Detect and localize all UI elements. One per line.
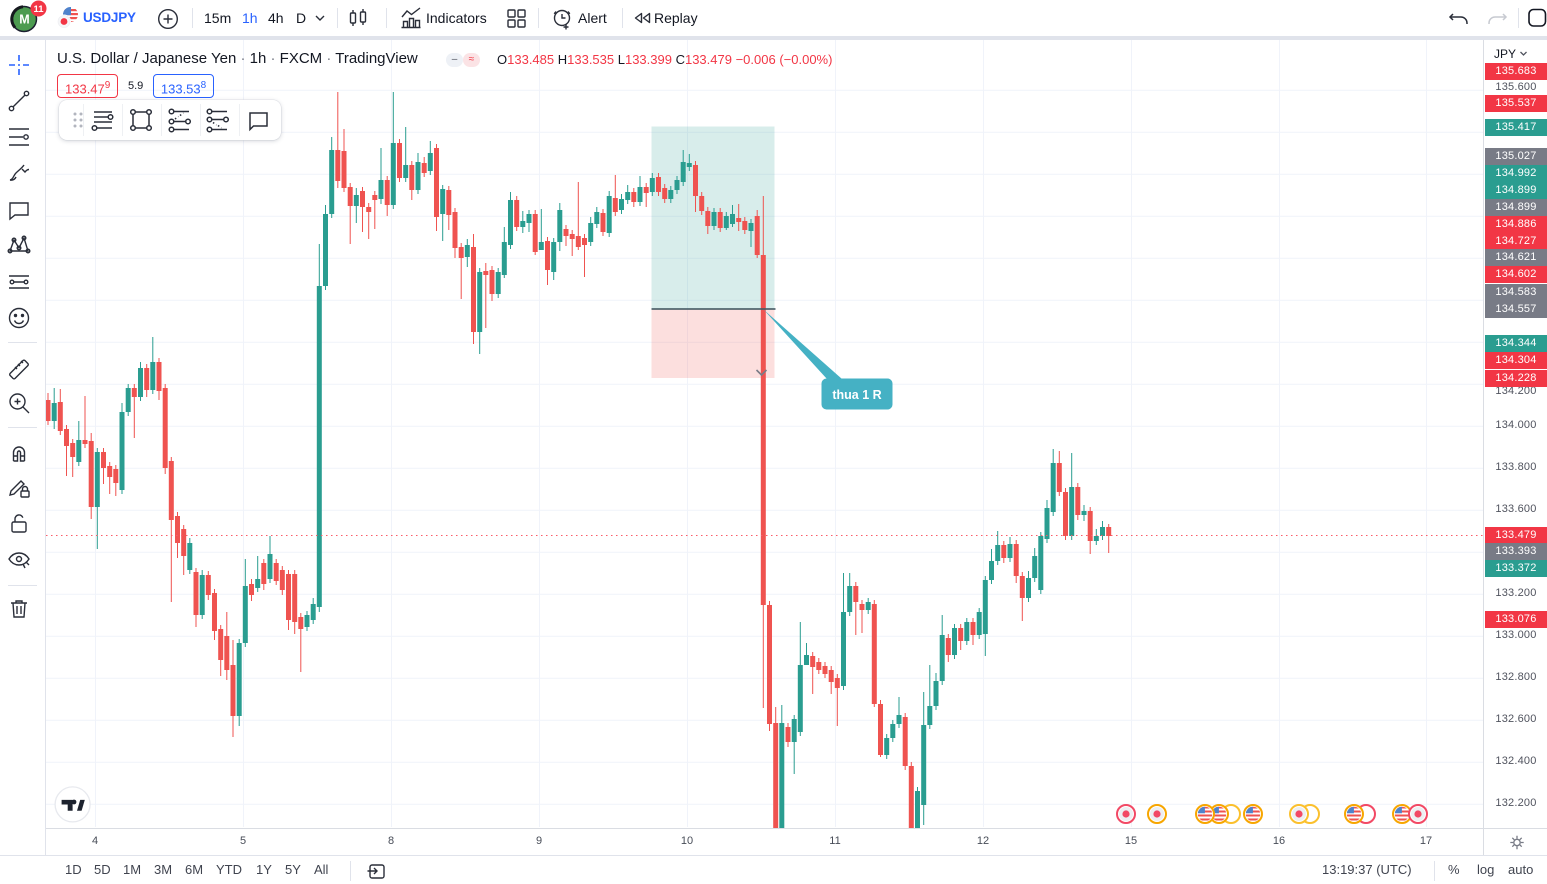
- svg-text:11: 11: [33, 4, 44, 15]
- svg-text:M: M: [19, 13, 29, 27]
- svg-text:thua 1 R: thua 1 R: [832, 388, 881, 402]
